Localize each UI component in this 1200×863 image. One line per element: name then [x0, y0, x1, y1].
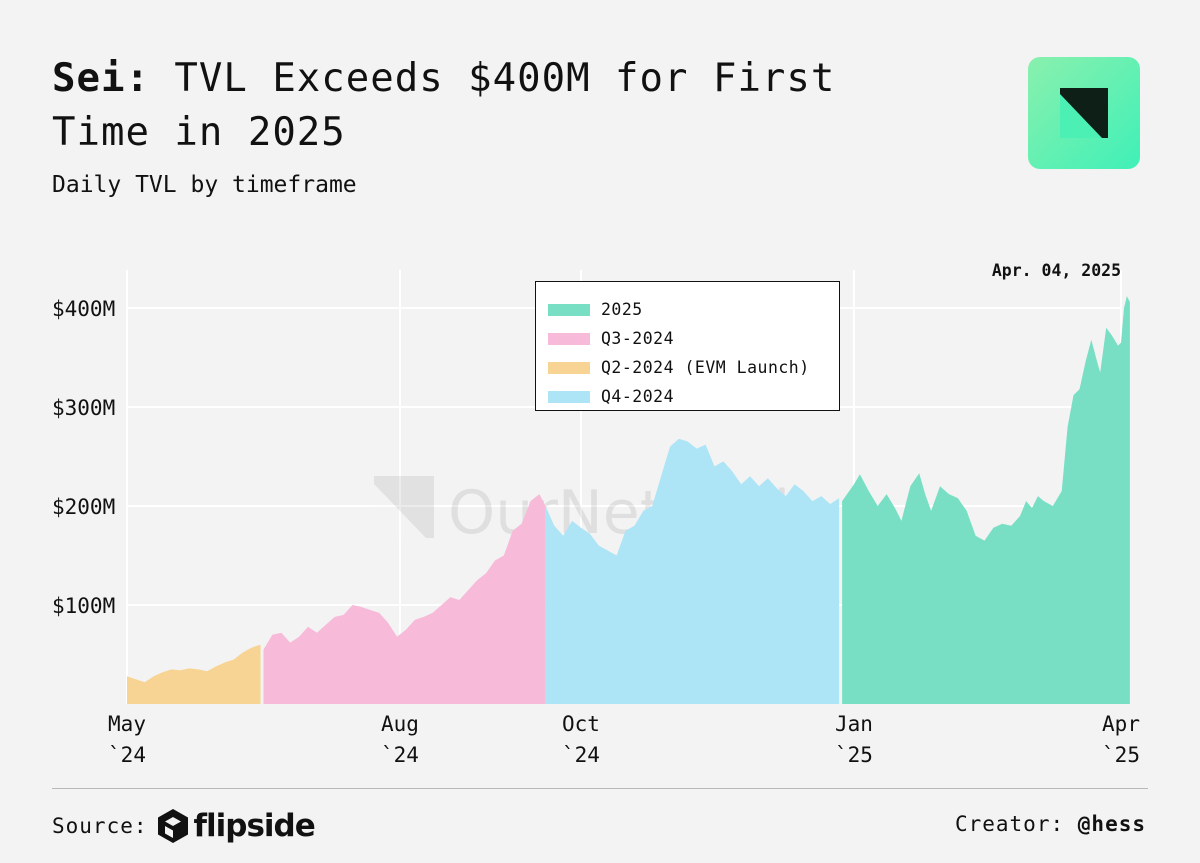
y-tick-label: $200M	[52, 495, 115, 519]
footer-divider	[52, 788, 1148, 789]
legend-label-2025: 2025	[601, 300, 643, 319]
x-tick-label-month: Jan	[835, 712, 873, 736]
ournetwork-logo-icon	[1028, 57, 1140, 169]
legend-swatch-q3-2024	[548, 332, 590, 345]
footer-source: Source: flipside	[52, 808, 316, 844]
x-tick-label-year: `25	[835, 743, 873, 767]
area-2025	[842, 296, 1130, 704]
date-annotation: Apr. 04, 2025	[992, 261, 1121, 280]
flipside-wordmark: flipside	[193, 808, 316, 844]
source-label: Source:	[52, 814, 148, 838]
area-q2-2024-evm-launch	[127, 644, 261, 704]
legend-swatch-q2-2024	[548, 361, 590, 374]
legend-label-q3-2024: Q3-2024	[601, 329, 675, 348]
chart-subtitle: Daily TVL by timeframe	[52, 172, 357, 198]
creator-label: Creator:	[954, 812, 1065, 836]
area-q4-2024	[545, 438, 840, 704]
x-tick-label-year: `25	[1102, 743, 1140, 767]
x-tick-label-year: `24	[381, 743, 419, 767]
x-tick-label-month: Aug	[381, 712, 419, 736]
legend-swatch-q4-2024	[548, 390, 590, 403]
y-tick-label: $300M	[52, 396, 115, 420]
chart-legend: 2025 Q3-2024 Q2-2024 (EVM Launch) Q4-202…	[535, 281, 840, 411]
creator-handle: @hess	[1077, 812, 1146, 836]
x-tick-label-year: `24	[562, 743, 600, 767]
title-text: TVL Exceeds $400M for First Time in 2025	[52, 56, 836, 155]
x-tick-label-month: Apr	[1102, 712, 1140, 736]
legend-label-q4-2024: Q4-2024	[601, 387, 675, 406]
x-tick-label-month: May	[108, 712, 146, 736]
area-q3-2024	[263, 494, 546, 704]
y-tick-label: $100M	[52, 594, 115, 618]
watermark-logo-cut	[374, 484, 426, 538]
footer-creator: Creator: @hess	[955, 812, 1146, 836]
legend-item-q4-2024: Q4-2024	[548, 382, 839, 411]
axis-labels: $100M $200M $300M $400M May `24 Aug `24 Oct `24 Ja…	[52, 261, 1140, 767]
legend-item-2025: 2025	[548, 295, 839, 324]
legend-item-q2-2024: Q2-2024 (EVM Launch)	[548, 353, 839, 382]
legend-item-q3-2024: Q3-2024	[548, 324, 839, 353]
chart-title: Sei: TVL Exceeds $400M for First Time in…	[52, 52, 952, 160]
watermark-logo-icon	[374, 476, 434, 538]
ournetwork-logo-mark-icon	[1060, 88, 1108, 138]
flipside-logo: flipside	[156, 808, 316, 844]
area-series	[127, 296, 1130, 704]
x-tick-label-year: `24	[108, 743, 146, 767]
title-brand: Sei:	[52, 56, 150, 101]
flipside-hex-icon	[157, 809, 188, 843]
legend-swatch-2025	[548, 303, 590, 316]
x-tick-label-month: Oct	[562, 712, 600, 736]
y-tick-label: $400M	[52, 297, 115, 321]
legend-label-q2-2024: Q2-2024 (EVM Launch)	[601, 358, 810, 377]
